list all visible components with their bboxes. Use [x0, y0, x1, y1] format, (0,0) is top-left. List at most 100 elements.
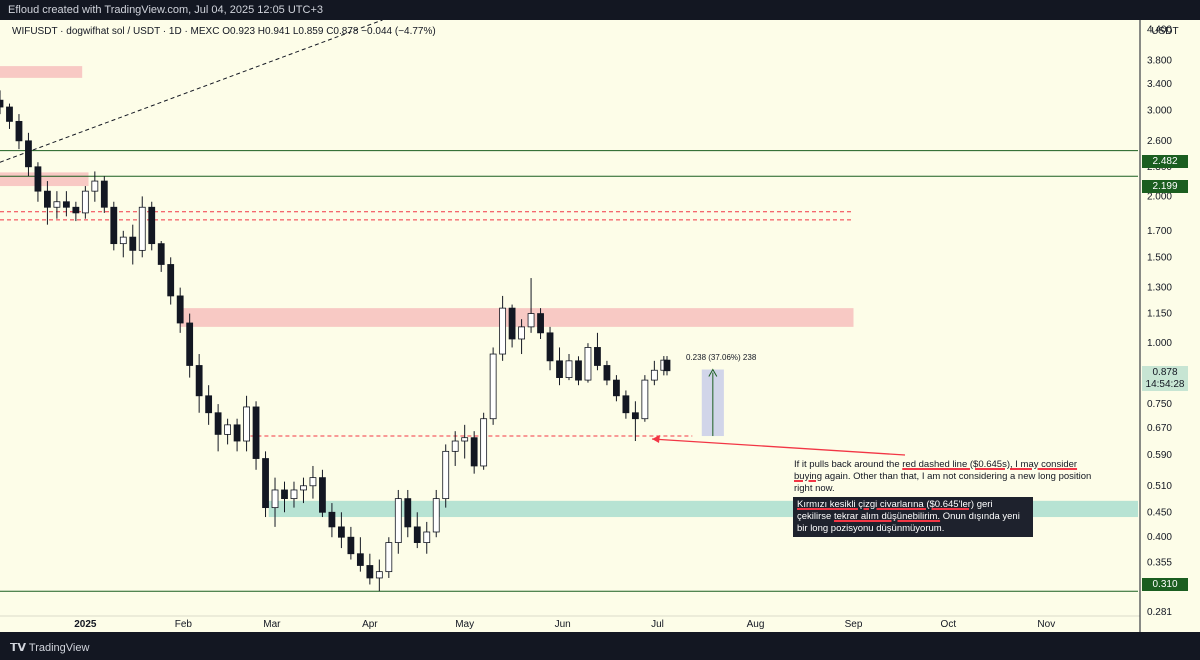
- candle-body-43: [404, 498, 412, 528]
- price-tick-6: 2.000: [1147, 191, 1172, 202]
- candle-body-13: [119, 236, 127, 245]
- candle-body-60: [565, 360, 573, 378]
- candle-body-65: [613, 379, 620, 397]
- note-turkish: Kırmızı kesikli çizgi civarlarına ($0.64…: [793, 497, 1033, 537]
- note-en-part-2: again. Other than that, I am not conside…: [794, 471, 1092, 494]
- time-tick-7: Aug: [747, 619, 765, 630]
- candle-body-8: [72, 206, 80, 214]
- candle-body-63: [594, 347, 601, 366]
- candle-body-34: [319, 477, 326, 513]
- candle-body-58: [546, 332, 554, 362]
- candle-body-50: [470, 437, 478, 467]
- candle-body-53: [499, 307, 507, 355]
- candle-body-30: [281, 489, 288, 500]
- candle-body-19: [176, 295, 184, 324]
- trend-line: [0, 20, 383, 163]
- candle-body-67: [631, 412, 639, 420]
- price-tick-14: 0.590: [1147, 450, 1172, 461]
- candle-body-1: [6, 106, 13, 122]
- candle-body-71: [663, 359, 671, 372]
- price-label-level-2: 2.199: [1142, 180, 1188, 193]
- candle-body-9: [81, 190, 89, 214]
- currency-label[interactable]: USDT: [1151, 26, 1179, 37]
- price-tick-19: 0.281: [1147, 607, 1172, 618]
- candle-body-48: [451, 440, 459, 452]
- time-tick-10: Nov: [1037, 619, 1055, 630]
- time-tick-8: Sep: [845, 619, 863, 630]
- candle-body-49: [461, 437, 469, 442]
- candle-body-55: [518, 326, 525, 340]
- price-label-low: 0.310: [1142, 578, 1188, 591]
- candle-body-33: [309, 477, 317, 487]
- candle-body-11: [100, 180, 108, 208]
- candle-body-14: [129, 236, 137, 251]
- candle-body-5: [44, 190, 51, 208]
- candle-body-28: [262, 458, 269, 509]
- time-tick-9: Oct: [941, 619, 957, 630]
- tradingview-logo-icon: 𝗧𝗩: [10, 642, 27, 654]
- price-tick-18: 0.355: [1147, 557, 1172, 568]
- candle-body-16: [148, 206, 156, 245]
- candle-body-66: [622, 395, 630, 414]
- top-bar: Efloud created with TradingView.com, Jul…: [0, 0, 1200, 20]
- candle-body-17: [157, 243, 165, 265]
- price-tick-8: 1.500: [1147, 252, 1172, 263]
- candle-body-12: [110, 206, 118, 245]
- candle-body-69: [650, 369, 658, 381]
- time-tick-3: Apr: [362, 619, 378, 630]
- candle-body-56: [527, 313, 535, 328]
- countdown-label: 14:54:28: [1142, 378, 1188, 391]
- candle-body-3: [25, 140, 32, 168]
- candle-body-18: [167, 264, 175, 297]
- candle-body-6: [53, 201, 61, 208]
- candle-body-0: [0, 99, 4, 108]
- candle-body-2: [15, 120, 23, 142]
- candle-body-25: [233, 424, 241, 442]
- candle-body-32: [300, 485, 307, 491]
- candle-body-39: [366, 565, 374, 579]
- candle-body-45: [423, 531, 431, 543]
- measure-label: 0.238 (37.06%) 238: [686, 353, 757, 362]
- price-tick-10: 1.150: [1147, 309, 1172, 320]
- candle-body-57: [537, 313, 544, 334]
- price-tick-7: 1.700: [1147, 226, 1172, 237]
- candle-body-26: [243, 406, 250, 442]
- last-price-label: 0.878: [1142, 366, 1188, 379]
- candle-body-42: [394, 498, 402, 543]
- time-tick-6: Jul: [651, 619, 664, 630]
- chart-area[interactable]: 4.4003.8003.4003.0002.6002.3002.0001.700…: [0, 20, 1200, 632]
- zone-resistance-main: [180, 308, 854, 327]
- time-tick-5: Jun: [555, 619, 571, 630]
- price-tick-15: 0.510: [1147, 481, 1172, 492]
- candle-body-10: [91, 180, 99, 192]
- price-tick-4: 2.600: [1147, 136, 1172, 147]
- note-en-highlight: red dashed line ($0.645s), I may conside…: [794, 459, 1078, 482]
- candle-body-64: [603, 365, 611, 381]
- chart-svg[interactable]: 4.4003.8003.4003.0002.6002.3002.0001.700…: [0, 20, 1200, 632]
- symbol-legend: WIFUSDT · dogwifhat sol / USDT · 1D · ME…: [12, 26, 436, 37]
- candle-body-29: [271, 489, 279, 509]
- time-tick-4: May: [455, 619, 474, 630]
- price-tick-2: 3.400: [1147, 79, 1172, 90]
- price-tick-9: 1.300: [1147, 283, 1172, 294]
- candle-body-54: [508, 307, 516, 340]
- candle-body-62: [584, 347, 592, 381]
- price-tick-0: 4.400: [1147, 24, 1172, 35]
- candle-body-40: [375, 571, 383, 579]
- candle-body-37: [347, 536, 355, 555]
- price-label-level-1: 2.482: [1142, 155, 1188, 168]
- candle-body-46: [432, 498, 440, 533]
- note-en-part-1: If it pulls back around the: [794, 459, 903, 470]
- candle-body-31: [290, 489, 298, 500]
- time-tick-2: Mar: [263, 619, 281, 630]
- note-tr-part-2: Onun dışında yeni bir long pozisyonu düş…: [797, 511, 1020, 534]
- candle-body-22: [205, 395, 213, 414]
- note-tr-part-1: geri çekilirse: [797, 499, 993, 522]
- candle-body-59: [556, 360, 563, 378]
- candle-body-68: [641, 379, 649, 420]
- candle-body-35: [328, 511, 336, 528]
- candle-body-47: [442, 450, 450, 500]
- candle-body-7: [62, 201, 70, 208]
- candle-body-23: [214, 412, 222, 435]
- price-tick-12: 0.750: [1147, 399, 1172, 410]
